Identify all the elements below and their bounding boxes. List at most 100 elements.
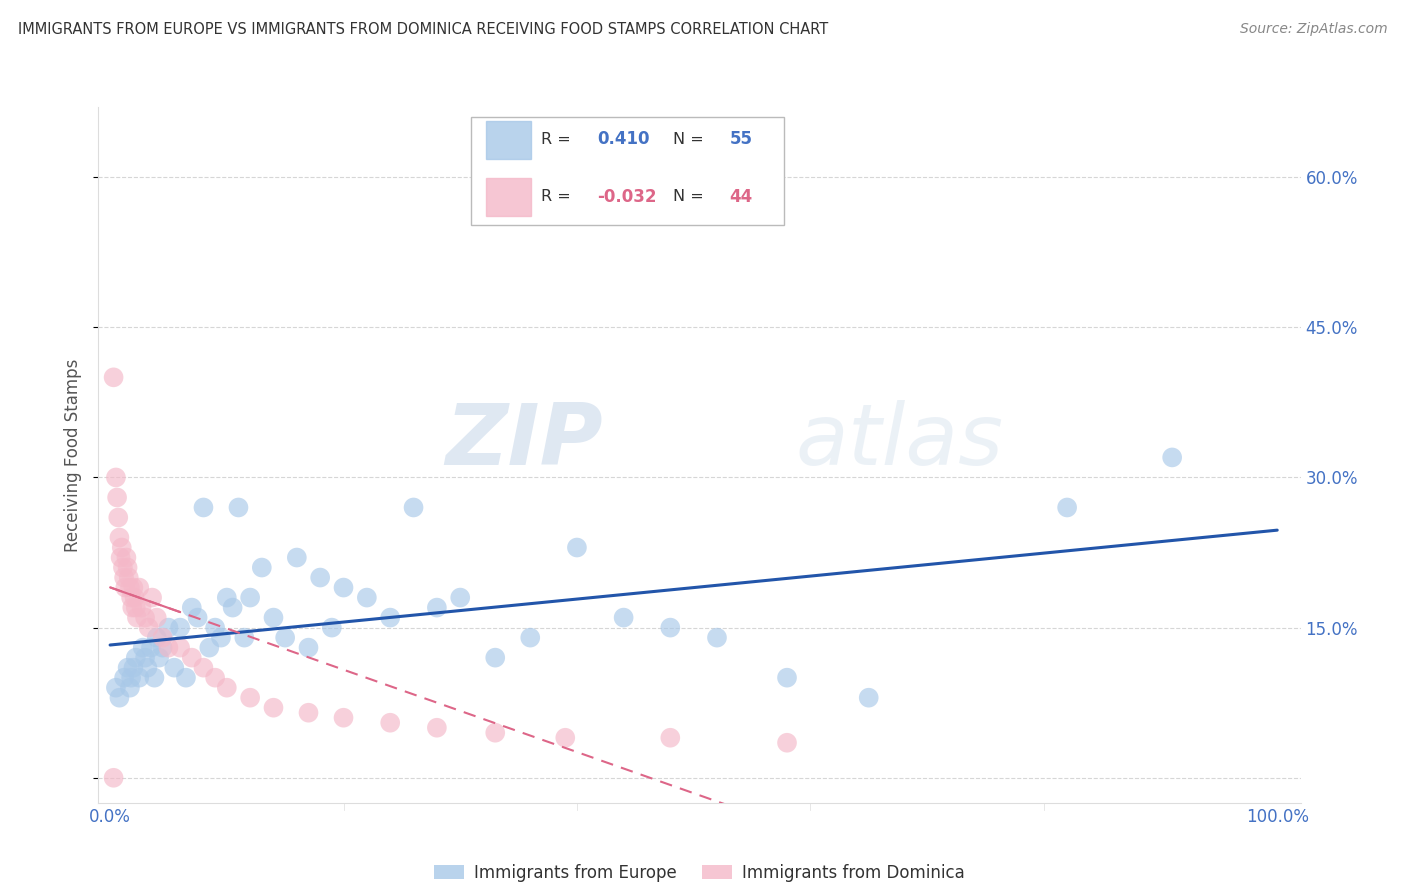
Point — [117, 560, 139, 574]
Point — [449, 591, 471, 605]
Point — [128, 671, 150, 685]
Point — [215, 681, 238, 695]
Text: IMMIGRANTS FROM EUROPE VS IMMIGRANTS FROM DOMINICA RECEIVING FOOD STAMPS CORRELA: IMMIGRANTS FROM EUROPE VS IMMIGRANTS FRO… — [18, 22, 828, 37]
Point — [121, 600, 143, 615]
FancyBboxPatch shape — [471, 118, 783, 226]
Point — [321, 621, 343, 635]
Point — [163, 660, 186, 674]
Point — [108, 531, 131, 545]
Point — [263, 610, 285, 624]
FancyBboxPatch shape — [485, 120, 531, 159]
Point — [380, 715, 402, 730]
Point — [198, 640, 221, 655]
Point — [111, 560, 134, 574]
Point — [204, 621, 226, 635]
Point — [274, 631, 297, 645]
Point — [239, 690, 262, 705]
Point — [118, 570, 141, 584]
Text: 55: 55 — [730, 130, 752, 148]
Point — [148, 650, 170, 665]
Legend: Immigrants from Europe, Immigrants from Dominica: Immigrants from Europe, Immigrants from … — [427, 857, 972, 888]
Point — [125, 610, 148, 624]
Point — [105, 491, 128, 505]
Point — [138, 621, 160, 635]
Point — [297, 640, 319, 655]
Point — [143, 671, 166, 685]
Point — [426, 600, 449, 615]
Point — [125, 600, 148, 615]
Point — [180, 650, 202, 665]
Point — [858, 690, 880, 705]
Point — [107, 510, 129, 524]
Point — [141, 591, 163, 605]
Point — [233, 631, 256, 645]
Point — [659, 731, 682, 745]
Point — [174, 671, 197, 685]
Text: Source: ZipAtlas.com: Source: ZipAtlas.com — [1240, 22, 1388, 37]
Point — [169, 621, 191, 635]
Point — [613, 610, 636, 624]
Text: ZIP: ZIP — [446, 400, 603, 483]
Point — [103, 370, 125, 384]
Text: 0.410: 0.410 — [598, 130, 650, 148]
Point — [122, 660, 145, 674]
Point — [103, 771, 125, 785]
Point — [108, 690, 131, 705]
Text: 44: 44 — [730, 187, 752, 206]
Point — [204, 671, 226, 685]
Point — [136, 660, 159, 674]
Text: N =: N = — [673, 132, 704, 147]
Point — [332, 711, 354, 725]
Point — [131, 600, 153, 615]
Point — [146, 631, 169, 645]
Point — [157, 621, 180, 635]
Point — [187, 610, 209, 624]
Point — [285, 550, 308, 565]
Point — [112, 570, 135, 584]
Point — [519, 631, 541, 645]
Point — [380, 610, 402, 624]
Point — [104, 681, 127, 695]
Point — [118, 581, 141, 595]
Point — [309, 570, 332, 584]
Point — [152, 631, 174, 645]
Point — [776, 671, 799, 685]
Text: R =: R = — [541, 189, 571, 204]
Point — [157, 640, 180, 655]
Point — [332, 581, 354, 595]
Point — [484, 725, 506, 739]
Point — [117, 660, 139, 674]
Point — [426, 721, 449, 735]
Point — [402, 500, 425, 515]
Point — [125, 650, 148, 665]
Point — [111, 541, 134, 555]
Point — [215, 591, 238, 605]
Point — [169, 640, 191, 655]
Point — [110, 550, 132, 565]
Point — [484, 650, 506, 665]
Point — [193, 500, 215, 515]
Point — [114, 581, 136, 595]
Text: -0.032: -0.032 — [598, 187, 657, 206]
Point — [297, 706, 319, 720]
Point — [118, 681, 141, 695]
Point — [209, 631, 232, 645]
Point — [132, 640, 155, 655]
Point — [706, 631, 728, 645]
Point — [180, 600, 202, 615]
Point — [263, 700, 285, 714]
Point — [104, 470, 127, 484]
Point — [565, 541, 588, 555]
Point — [112, 671, 135, 685]
Point — [146, 610, 169, 624]
Point — [128, 581, 150, 595]
Point — [134, 650, 156, 665]
Point — [115, 550, 138, 565]
Point — [250, 560, 273, 574]
Text: N =: N = — [673, 189, 704, 204]
FancyBboxPatch shape — [485, 178, 531, 216]
Point — [1161, 450, 1184, 465]
Point — [139, 640, 162, 655]
Point — [120, 671, 142, 685]
Point — [124, 591, 146, 605]
